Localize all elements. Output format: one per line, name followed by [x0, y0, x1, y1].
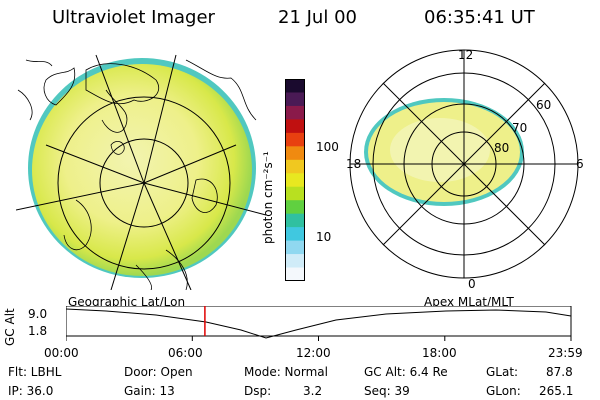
gain-info: Gain: 13 [124, 384, 175, 398]
ip-info: IP: 36.0 [8, 384, 54, 398]
geographic-image [16, 54, 267, 290]
mlt-label-18: 18 [346, 157, 362, 171]
colorbar-swatch [285, 254, 305, 269]
colorbar-swatch [285, 119, 305, 134]
glat-value: 87.8 [546, 365, 573, 379]
altitude-timeline [66, 306, 572, 341]
colorbar-swatch [285, 200, 305, 215]
timeline-ytick-low: 1.8 [28, 324, 48, 338]
timeline-xtick-1800: 18:00 [422, 346, 457, 360]
geographic-label: Geographic Lat/Lon [68, 295, 186, 309]
mode-info: Mode: Normal [244, 365, 328, 379]
dsp-label: Dsp: [244, 384, 272, 398]
colorbar-swatch [285, 146, 305, 161]
altitude-curve [66, 308, 572, 339]
glon-value: 265.1 [539, 384, 574, 398]
colorbar-swatch [285, 92, 305, 107]
filter-info: Flt: LBHL [8, 365, 62, 379]
timeline-xtick-1200: 12:00 [296, 346, 331, 360]
mlt-label-0: 0 [468, 277, 476, 291]
instrument-title: Ultraviolet Imager [52, 7, 215, 28]
polar-mlt-plot [349, 49, 579, 279]
colorbar-swatch [285, 105, 305, 120]
colorbar-swatch [285, 267, 305, 281]
gc-alt-info: GC Alt: 6.4 Re [364, 365, 448, 379]
timeline-ytick-high: 9.0 [28, 307, 48, 321]
timeline-xtick-0600: 06:00 [168, 346, 203, 360]
colorbar-swatch [285, 186, 305, 201]
observation-time: 06:35:41 UT [424, 7, 535, 28]
colorbar-tick-10: 10 [316, 230, 332, 244]
timeline-xtick-2359: 23:59 [548, 346, 583, 360]
apex-label: Apex MLat/MLT [424, 295, 514, 309]
colorbar-swatch [285, 173, 305, 188]
mlat-ring-70: 70 [512, 121, 528, 135]
colorbar-frame [285, 79, 305, 281]
seq-info: Seq: 39 [364, 384, 410, 398]
colorbar-swatch [285, 213, 305, 228]
door-info: Door: Open [124, 365, 193, 379]
glon-label: GLon: [486, 384, 521, 398]
observation-date: 21 Jul 00 [278, 7, 357, 28]
colorbar-unit-label: photon cm⁻²s⁻¹ [261, 151, 275, 244]
colorbar-swatch [285, 159, 305, 174]
glat-label: GLat: [486, 365, 519, 379]
colorbar-tick-100: 100 [316, 140, 339, 154]
dsp-value: 3.2 [303, 384, 323, 398]
mlat-ring-60: 60 [536, 98, 552, 112]
timeline-axis-label: GC Alt [3, 308, 17, 346]
mlat-ring-80: 80 [494, 141, 510, 155]
colorbar-swatch [285, 79, 305, 93]
colorbar-swatch [285, 132, 305, 147]
timeline-xtick-0000: 00:00 [44, 346, 79, 360]
colorbar-swatch [285, 227, 305, 242]
color-scale-bar [285, 79, 305, 281]
mlt-label-6: 6 [576, 157, 584, 171]
mlt-label-12: 12 [458, 48, 474, 62]
colorbar-swatch [285, 240, 305, 255]
